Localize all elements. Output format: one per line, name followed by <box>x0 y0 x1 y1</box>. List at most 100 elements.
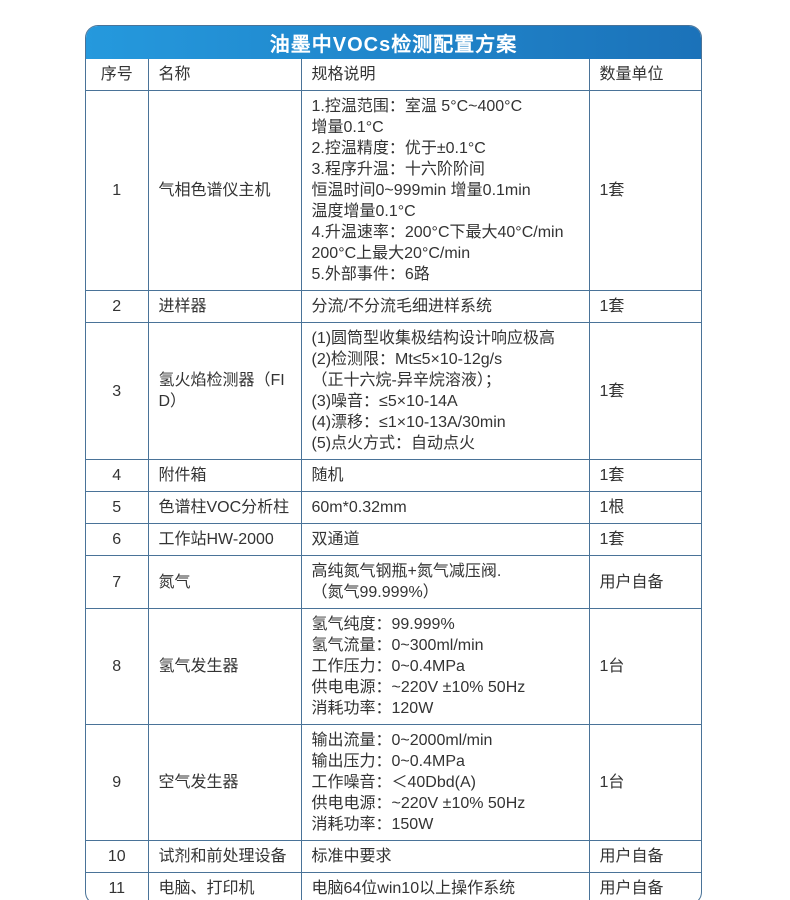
spec-line: (1)圆筒型收集极结构设计响应极高 <box>311 330 556 347</box>
cell-spec: 60m*0.32mm <box>300 491 590 524</box>
cell-spec: 氢气纯度：99.999% 氢气流量：0~300ml/min 工作压力：0~0.4MP… <box>300 608 590 725</box>
cell-row-number: 1 <box>86 90 149 291</box>
cell-name: 氮气 <box>147 555 302 609</box>
cell-row-number: 5 <box>86 491 149 524</box>
spec-line: 消耗功率：120W <box>311 700 434 717</box>
cell-quantity-unit: 1套 <box>588 459 701 492</box>
spec-line: 增量0.1°C <box>311 119 384 136</box>
cell-row-number: 10 <box>86 840 149 873</box>
cell-name: 气相色谱仪主机 <box>147 90 302 291</box>
cell-row-number: 9 <box>86 724 149 841</box>
table-row: 8 氢气发生器 氢气纯度：99.999% 氢气流量：0~300ml/min 工作压力：0… <box>86 608 701 725</box>
table-row: 1 气相色谱仪主机 1.控温范围：室温 5°C~400°C 增量0.1°C 2.控温精度… <box>86 90 701 291</box>
spec-line: (4)漂移：≤1×10-13A/30min <box>311 414 506 431</box>
spec-line: (5)点火方式：自动点火 <box>311 435 476 452</box>
cell-name: 工作站HW-2000 <box>147 523 302 556</box>
cell-quantity-unit: 用户自备 <box>588 555 701 609</box>
spec-line: 氢气纯度：99.999% <box>311 616 455 633</box>
cell-name: 氢火焰检测器（FID） <box>147 322 302 460</box>
spec-line: 1.控温范围：室温 5°C~400°C <box>311 98 523 115</box>
spec-line: 供电电源：~220V ±10% 50Hz <box>311 795 526 812</box>
cell-name: 附件箱 <box>147 459 302 492</box>
cell-name: 电脑、打印机 <box>147 872 302 900</box>
spec-line: 随机 <box>311 467 344 484</box>
cell-row-number: 6 <box>86 523 149 556</box>
cell-row-number: 8 <box>86 608 149 725</box>
table-row: 9 空气发生器 输出流量：0~2000ml/min 输出压力：0~0.4MPa 工作噪音… <box>86 724 701 841</box>
cell-spec: 电脑64位win10以上操作系统 <box>300 872 590 900</box>
spec-line: 分流/不分流毛细进样系统 <box>311 298 492 315</box>
cell-spec: 高纯氮气钢瓶+氮气减压阀. （氮气99.999%） <box>300 555 590 609</box>
spec-line: 输出压力：0~0.4MPa <box>311 753 465 770</box>
cell-row-number: 3 <box>86 322 149 460</box>
spec-line: (3)噪音：≤5×10-14A <box>311 393 458 410</box>
config-table-body: 1 气相色谱仪主机 1.控温范围：室温 5°C~400°C 增量0.1°C 2.控温精度… <box>86 90 701 900</box>
cell-spec: 双通道 <box>300 523 590 556</box>
spec-line: 恒温时间0~999min 增量0.1min <box>311 182 531 199</box>
cell-quantity-unit: 用户自备 <box>588 840 701 873</box>
spec-line: (2)检测限：Mt≤5×10-12g/s <box>311 351 503 368</box>
spec-line: （正十六烷-异辛烷溶液）； <box>311 372 501 389</box>
spec-line: 4.升温速率：200°C下最大40°C/min <box>311 224 564 241</box>
spec-line: 工作压力：0~0.4MPa <box>311 658 465 675</box>
spec-line: 氢气流量：0~300ml/min <box>311 637 484 654</box>
spec-line: 60m*0.32mm <box>311 499 407 516</box>
table-title-bar: 油墨中VOCs检测配置方案 <box>86 26 701 59</box>
column-header-spec: 规格说明 <box>300 59 590 91</box>
cell-spec: 标准中要求 <box>300 840 590 873</box>
cell-name: 试剂和前处理设备 <box>147 840 302 873</box>
table-row: 4 附件箱 随机 1套 <box>86 459 701 492</box>
spec-line: 5.外部事件：6路 <box>311 266 430 283</box>
cell-row-number: 11 <box>86 872 149 900</box>
cell-quantity-unit: 1根 <box>588 491 701 524</box>
table-row: 6 工作站HW-2000 双通道 1套 <box>86 523 701 556</box>
table-row: 10 试剂和前处理设备 标准中要求 用户自备 <box>86 840 701 873</box>
spec-line: 工作噪音：＜40Dbd(A) <box>311 774 476 791</box>
cell-row-number: 7 <box>86 555 149 609</box>
header-row: 序号 名称 规格说明 数量单位 <box>86 59 701 91</box>
cell-row-number: 2 <box>86 290 149 323</box>
cell-spec: 分流/不分流毛细进样系统 <box>300 290 590 323</box>
cell-quantity-unit: 1套 <box>588 322 701 460</box>
cell-spec: 1.控温范围：室温 5°C~400°C 增量0.1°C 2.控温精度：优于±0.1°… <box>300 90 590 291</box>
cell-quantity-unit: 1套 <box>588 523 701 556</box>
spec-line: 消耗功率：150W <box>311 816 434 833</box>
cell-spec: 随机 <box>300 459 590 492</box>
spec-line: 温度增量0.1°C <box>311 203 416 220</box>
cell-quantity-unit: 1台 <box>588 608 701 725</box>
table-header: 序号 名称 规格说明 数量单位 <box>86 59 701 91</box>
table-row: 2 进样器 分流/不分流毛细进样系统 1套 <box>86 290 701 323</box>
spec-line: 3.程序升温：十六阶阶间 <box>311 161 485 178</box>
cell-quantity-unit: 用户自备 <box>588 872 701 900</box>
spec-line: 供电电源：~220V ±10% 50Hz <box>311 679 526 696</box>
column-header-no: 序号 <box>86 59 149 91</box>
cell-spec: 输出流量：0~2000ml/min 输出压力：0~0.4MPa 工作噪音：＜40Db… <box>300 724 590 841</box>
spec-line: 输出流量：0~2000ml/min <box>311 732 493 749</box>
cell-name: 色谱柱VOC分析柱 <box>147 491 302 524</box>
column-header-qty: 数量单位 <box>588 59 701 91</box>
config-table-card: 油墨中VOCs检测配置方案 序号 名称 规格说明 数量单位 1 气相色谱仪主机 1.… <box>85 25 702 900</box>
spec-line: （氮气99.999%） <box>311 584 439 601</box>
table-row: 7 氮气 高纯氮气钢瓶+氮气减压阀. （氮气99.999%） 用户自备 <box>86 555 701 609</box>
cell-quantity-unit: 1台 <box>588 724 701 841</box>
table-row: 11 电脑、打印机 电脑64位win10以上操作系统 用户自备 <box>86 872 701 900</box>
table-row: 5 色谱柱VOC分析柱 60m*0.32mm 1根 <box>86 491 701 524</box>
cell-name: 氢气发生器 <box>147 608 302 725</box>
spec-line: 标准中要求 <box>311 848 392 865</box>
cell-name: 进样器 <box>147 290 302 323</box>
cell-quantity-unit: 1套 <box>588 90 701 291</box>
cell-name: 空气发生器 <box>147 724 302 841</box>
page-title: 油墨中VOCs检测配置方案 <box>269 34 518 56</box>
cell-row-number: 4 <box>86 459 149 492</box>
spec-line: 200°C上最大20°C/min <box>311 245 471 262</box>
column-header-name: 名称 <box>147 59 302 91</box>
spec-line: 2.控温精度：优于±0.1°C <box>311 140 486 157</box>
table-row: 3 氢火焰检测器（FID） (1)圆筒型收集极结构设计响应极高 (2)检测限：Mt≤5… <box>86 322 701 460</box>
spec-line: 高纯氮气钢瓶+氮气减压阀. <box>311 563 502 580</box>
spec-line: 电脑64位win10以上操作系统 <box>311 880 516 897</box>
cell-spec: (1)圆筒型收集极结构设计响应极高 (2)检测限：Mt≤5×10-12g/s （正十… <box>300 322 590 460</box>
config-table: 序号 名称 规格说明 数量单位 1 气相色谱仪主机 1.控温范围：室温 5°C~40… <box>86 59 701 900</box>
cell-quantity-unit: 1套 <box>588 290 701 323</box>
spec-line: 双通道 <box>311 531 360 548</box>
